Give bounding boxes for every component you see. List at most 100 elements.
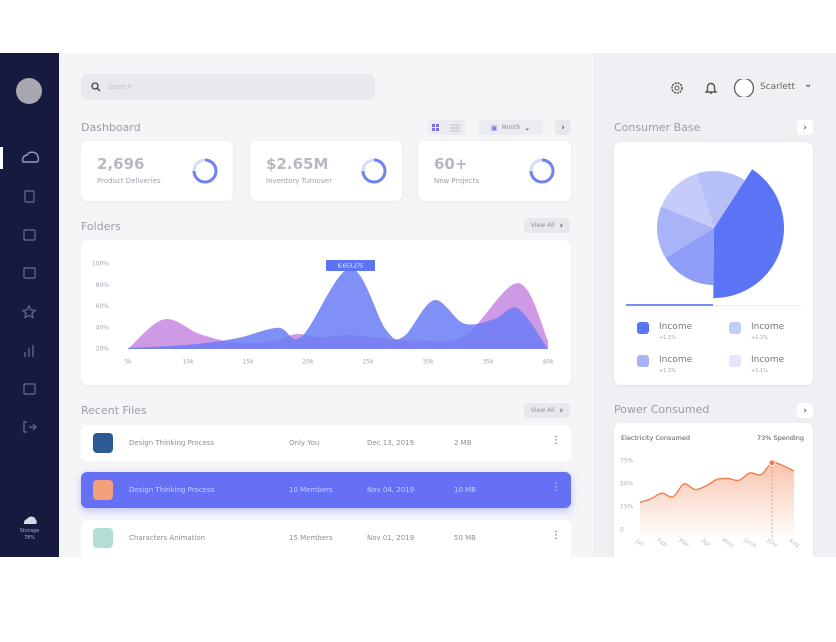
file-date: Dec 13, 2019 (367, 439, 414, 447)
line (639, 461, 795, 504)
tab-track (626, 305, 801, 306)
view-all-button[interactable]: View All › (524, 218, 570, 233)
dashboard-title: Dashboard (81, 121, 141, 134)
x-tick-label: 20k (302, 359, 314, 366)
header-icons[interactable] (668, 79, 758, 97)
consumer-base-title: Consumer Base (614, 121, 701, 134)
legend-label: Income (751, 322, 785, 332)
stat-ring (361, 158, 387, 184)
card-title: Electricity Consumed (621, 434, 690, 442)
folders-title: Folders (81, 220, 121, 233)
file-name: Characters Animation (129, 534, 206, 542)
storage-used: 78% (23, 535, 36, 541)
legend-swatch (729, 355, 741, 367)
sidebar-icons (0, 78, 42, 524)
user-name[interactable]: Scarlett (760, 82, 795, 92)
area (128, 268, 548, 349)
file-row[interactable]: Characters Animation 15 Members Nov 01, … (81, 520, 571, 557)
stat-card: $2.65M Inventory Turnover (250, 141, 402, 201)
storage-label: Storage (19, 528, 40, 534)
file-shared: 15 Members (289, 534, 333, 542)
power-card: Electricity Consumed 73% Spending 75% 50% 25… (614, 423, 813, 557)
legend-change: +1.1% (751, 335, 768, 341)
stat-value: 2,696 (97, 155, 145, 173)
file-row[interactable]: Design Thinking Process Only You Dec 13,… (81, 425, 571, 461)
y-tick-label: 80% (96, 282, 110, 289)
x-tick-label: Jan (633, 537, 646, 548)
x-tick-label: 15k (242, 359, 254, 366)
search-placeholder: Search (108, 83, 133, 91)
x-tick-label: Apr (700, 537, 713, 549)
legend-label: Income (751, 355, 785, 365)
next-button[interactable]: › (797, 403, 813, 418)
avatar (16, 78, 42, 104)
y-tick-label: 75% (620, 458, 634, 465)
line-area (640, 462, 794, 540)
spending-label: 73% Spending (757, 434, 804, 442)
search-icon (91, 82, 101, 92)
legend-change: +1.1% (659, 368, 676, 374)
active-indicator (0, 147, 3, 169)
period-label: Month (501, 124, 521, 131)
pie-slice (696, 171, 746, 228)
view-all-label: View All (530, 407, 555, 414)
stat-ring (529, 158, 555, 184)
pie-slice (657, 206, 714, 259)
next-button[interactable]: › (555, 120, 571, 135)
storage-icon (23, 516, 37, 524)
user-menu-chevron[interactable]: ⌄ (804, 79, 813, 90)
file-icon (93, 528, 113, 548)
x-tick-label: 5k (124, 359, 132, 366)
next-button[interactable]: › (797, 120, 813, 135)
stat-card: 2,696 Product Deliveries (81, 141, 233, 201)
legend-item: Income +1.1% (729, 355, 809, 379)
peak-marker (768, 459, 776, 467)
view-toggle[interactable] (428, 120, 466, 135)
pie-slice (661, 173, 714, 228)
stat-ring (192, 158, 218, 184)
power-chart: Electricity Consumed 73% Spending 75% 50% 25… (620, 434, 804, 549)
file-size: 50 MB (454, 534, 476, 542)
legend-swatch (729, 322, 741, 334)
more-button[interactable]: ⋮ (551, 530, 561, 541)
more-button[interactable]: ⋮ (551, 482, 561, 493)
search-box[interactable]: Search (81, 74, 375, 100)
stat-value: 60+ (434, 155, 468, 173)
view-all-label: View All (530, 222, 555, 229)
folders-chart: 100% 80% 60% 40% 20% 5k 10k 15k 20k 25k 30k 35k 40k 6… (92, 260, 554, 366)
tooltip-box (326, 260, 375, 271)
pie-slice (713, 169, 784, 298)
more-button[interactable]: ⋮ (551, 435, 561, 446)
legend-swatch (637, 355, 649, 367)
x-tick-label: 10k (182, 359, 194, 366)
file-row-selected[interactable]: Design Thinking Process 10 Members Nov 0… (81, 472, 571, 508)
file-size: 2 MB (454, 439, 472, 447)
y-tick-label: 20% (96, 346, 110, 353)
x-tick-label: 30k (422, 359, 434, 366)
x-tick-label: 40k (542, 359, 554, 366)
legend-label: Income (659, 322, 693, 332)
stat-label: Inventory Turnover (266, 177, 333, 185)
y-tick-label: 0 (620, 527, 624, 534)
tab-active (626, 304, 713, 306)
tooltip-label: 6,653,275 (338, 264, 363, 270)
file-name: Design Thinking Process (129, 486, 215, 494)
file-date: Nov 01, 2019 (367, 534, 415, 542)
stat-value: $2.65M (266, 155, 329, 173)
nav-icons[interactable] (21, 151, 40, 433)
legend-change: +1.1% (659, 335, 676, 341)
x-tick-label: Feb (656, 537, 669, 548)
right-panel: Scarlett ⌄ Consumer Base › Income +1.1% … (594, 53, 836, 557)
stat-card: 60+ New Projects (418, 141, 571, 201)
file-date: Nov 04, 2019 (367, 486, 415, 494)
file-icon (93, 433, 113, 453)
file-shared: 10 Members (289, 486, 333, 494)
view-all-button[interactable]: View All › (524, 403, 570, 418)
recent-files-title: Recent Files (81, 404, 147, 417)
stat-label: New Projects (434, 177, 480, 185)
legend-item: Income +1.1% (637, 322, 717, 346)
period-dropdown[interactable]: ▣ Month ⌄ (478, 120, 543, 135)
consumer-card: Income +1.1% Income +1.1% Income +1.1% I… (614, 142, 813, 385)
legend-swatch (637, 322, 649, 334)
